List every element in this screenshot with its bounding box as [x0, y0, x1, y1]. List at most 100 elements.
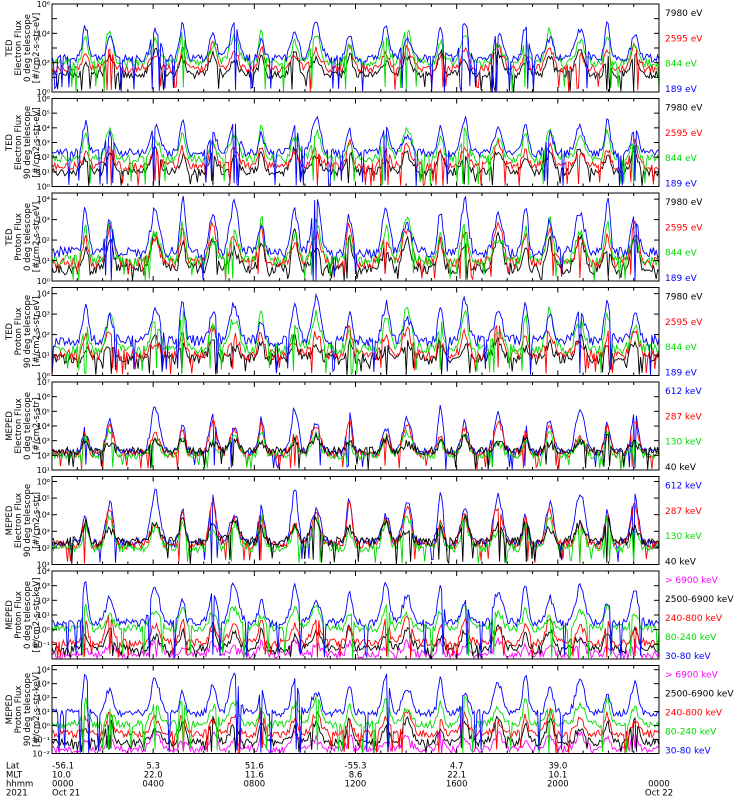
y-axis-label-line: MEPED [5, 600, 15, 630]
y-tick-label: 10⁻¹ [32, 736, 50, 745]
legend-entry: 287 keV [665, 412, 702, 422]
flux-series-line [52, 405, 659, 470]
y-tick-label: 10⁴ [37, 511, 50, 520]
y-axis-label: MEPED Electron Flux 90 deg telescope [#/cm2… [5, 484, 42, 557]
flux-series-line [52, 332, 659, 376]
legend-entry: 844 eV [665, 249, 698, 259]
legend-entry: 189 eV [665, 180, 698, 190]
legend-entry: 189 eV [665, 274, 698, 284]
y-tick-label: 10⁰ [37, 183, 50, 192]
panel-frame [51, 476, 660, 565]
y-tick-label: 10⁴ [37, 666, 50, 675]
y-tick-label: 10² [37, 694, 50, 703]
y-tick-label: 10⁴ [37, 290, 50, 299]
legend-entry: 7980 eV [665, 293, 703, 303]
flux-series-line [52, 514, 659, 565]
y-tick-label: 10⁴ [37, 567, 50, 576]
x-tick-label: 22.1 [447, 771, 466, 781]
flux-series-line [52, 614, 659, 659]
flux-panel: 10⁰ 10² 10⁴ 10⁶ TED Electron Flux 0 deg telesc… [5, 0, 703, 97]
y-tick-label: 10¹ [37, 708, 50, 717]
y-axis-label-line: 90 deg telescope [23, 673, 33, 746]
y-tick-label: 10⁷ [37, 378, 50, 387]
y-tick-label: 10⁴ [37, 195, 50, 204]
flux-series-line [52, 636, 659, 659]
y-axis-label-line: [#/cm2-s-str-eV] [32, 13, 42, 83]
x-tick-label: Oct 21 [52, 789, 80, 799]
y-axis-label: TED Proton Flux 0 deg telescope [#/cm2-s-st… [5, 202, 42, 272]
y-axis-label-line: 90 deg telescope [23, 484, 33, 557]
x-tick-label: 2000 [547, 780, 569, 790]
y-tick-label: 10¹ [37, 561, 50, 570]
flux-series-line [52, 115, 659, 187]
flux-panel: 10⁻¹ 10⁰ 10¹ 10² 10³ 10⁴ MEPED Proton Flux 0 deg… [5, 567, 734, 662]
legend-entry: 844 eV [665, 60, 698, 70]
y-tick-label: 10¹ [37, 611, 50, 620]
x-tick-label: 5.3 [146, 762, 160, 772]
legend-entry: 80-240 keV [665, 633, 717, 643]
y-axis-label-line: Electron Flux [14, 493, 24, 548]
y-axis-label: MEPED Proton Flux 0 deg telescope [#/cm2-s-… [5, 578, 42, 653]
legend-entry: 287 keV [665, 507, 702, 517]
y-tick-label: 10² [37, 544, 50, 553]
x-tick-label: 0000 [52, 780, 74, 790]
flux-series-line [52, 580, 659, 659]
y-axis-label: TED Electron Flux 90 deg telescope [#/cm2-s… [5, 106, 42, 179]
y-tick-label: 10⁶ [37, 0, 50, 9]
y-tick-label: 10⁶ [37, 95, 50, 104]
y-axis-label-line: MEPED [5, 411, 15, 441]
y-tick-label: 10³ [37, 139, 50, 148]
y-axis-label-line: [#/cm2-s-str-eV] [32, 296, 42, 366]
y-tick-label: 10² [37, 451, 50, 460]
y-axis-label-line: TED [5, 39, 15, 58]
legend-entry: 7980 eV [665, 198, 703, 208]
legend-entry: 2595 eV [665, 223, 703, 233]
legend-entry: 30-80 keV [665, 652, 711, 662]
y-tick-label: 10¹ [37, 168, 50, 177]
flux-series-line [52, 215, 659, 281]
y-axis-label-line: [#/cm2-s-str-keV] [32, 578, 42, 653]
y-tick-label: 10³ [37, 437, 50, 446]
flux-panel: 10¹ 10² 10³ 10⁴ 10⁵ 10⁶ 10⁷ MEPED Electron Flux 0… [5, 378, 702, 475]
legend-entry: 189 eV [665, 369, 698, 379]
flux-series-line [52, 621, 659, 659]
legend-entry: 2500-6900 keV [665, 595, 734, 605]
y-axis-label-line: Electron Flux [14, 115, 24, 170]
x-tick-label: 22.0 [144, 771, 163, 781]
y-tick-label: 10² [37, 596, 50, 605]
y-axis-label-line: 0 deg telescope [23, 203, 33, 271]
legend-entry: 2595 eV [665, 129, 703, 139]
y-axis-label: TED Proton Flux 90 deg telescope [#/cm2-s-s… [5, 295, 42, 368]
y-axis-label-line: Electron Flux [14, 398, 24, 453]
y-tick-label: 10⁵ [37, 407, 50, 416]
x-tick-label: -56.1 [52, 762, 74, 772]
legend-entry: 2595 eV [665, 34, 703, 44]
legend-entry: 844 eV [665, 154, 698, 164]
flux-series-line [52, 40, 659, 92]
y-axis-label: MEPED Proton Flux 90 deg telescope [#/cm2-s… [5, 672, 42, 747]
flux-series-line [52, 20, 659, 92]
y-axis-label-line: 90 deg telescope [23, 295, 33, 368]
legend-entry: > 6900 keV [665, 671, 719, 681]
y-axis-label-line: Proton Flux [14, 308, 24, 356]
legend-entry: 130 keV [665, 438, 702, 448]
x-tick-label: 39.0 [548, 762, 567, 772]
y-tick-label: 10⁰ [37, 372, 50, 381]
y-axis-label-line: MEPED [5, 694, 15, 724]
flux-series-line [52, 727, 659, 754]
x-tick-label: -55.3 [345, 762, 367, 772]
flux-series-line [52, 220, 659, 281]
y-tick-label: 10⁶ [37, 477, 50, 486]
x-tick-label: 1200 [345, 780, 367, 790]
y-tick-label: 10⁵ [37, 109, 50, 118]
flux-series-line [52, 292, 659, 376]
y-axis-label-line: 0 deg telescope [23, 14, 33, 82]
legend-entry: 612 keV [665, 482, 702, 492]
y-axis-label-line: [#/cm2-s-str-eV] [32, 202, 42, 272]
x-axis-row-label: hhmm [6, 780, 33, 790]
x-axis-row-label: Lat [6, 762, 20, 772]
flux-panel: 10⁰ 10¹ 10² 10³ 10⁴ 10⁵ 10⁶ TED Electron Flux 90 … [5, 95, 703, 192]
x-tick-label: 51.6 [245, 762, 264, 772]
flux-series-line [52, 432, 659, 470]
y-tick-label: 10¹ [37, 351, 50, 360]
